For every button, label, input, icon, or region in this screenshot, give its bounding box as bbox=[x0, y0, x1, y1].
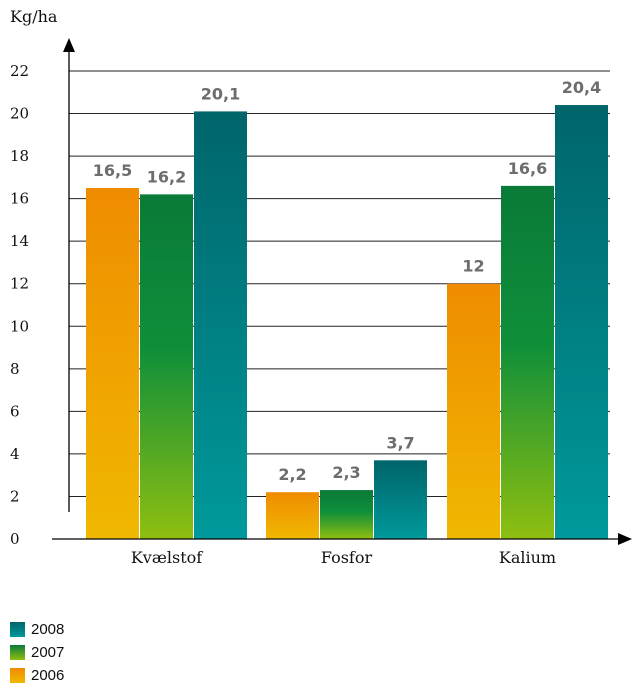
legend: 2008 2007 2006 bbox=[10, 618, 64, 687]
legend-item-2007: 2007 bbox=[10, 641, 64, 664]
legend-swatch bbox=[10, 668, 25, 683]
y-tick-label: 22 bbox=[10, 62, 29, 80]
y-tick-label: 10 bbox=[10, 317, 29, 335]
data-label: 16,5 bbox=[93, 161, 132, 180]
bar-2007-1 bbox=[320, 490, 373, 539]
y-tick-label: 14 bbox=[10, 232, 29, 250]
y-tick-label: 8 bbox=[10, 360, 20, 378]
bar-2007-0 bbox=[140, 194, 193, 539]
legend-swatch bbox=[10, 622, 25, 637]
bar-2008-1 bbox=[374, 460, 427, 539]
legend-swatch bbox=[10, 645, 25, 660]
legend-item-2008: 2008 bbox=[10, 618, 64, 641]
y-tick-label: 0 bbox=[10, 530, 20, 548]
legend-item-2006: 2006 bbox=[10, 664, 64, 687]
data-label: 16,2 bbox=[147, 167, 186, 186]
bar-2006-2 bbox=[447, 283, 500, 539]
x-axis-arrow-icon bbox=[618, 533, 632, 545]
y-tick-label: 4 bbox=[10, 445, 20, 463]
data-label: 2,3 bbox=[332, 463, 360, 482]
data-label: 20,4 bbox=[562, 78, 601, 97]
data-label: 12 bbox=[462, 257, 484, 276]
y-tick-label: 20 bbox=[10, 105, 29, 123]
bar-2006-1 bbox=[266, 492, 319, 539]
data-label: 2,2 bbox=[278, 465, 306, 484]
y-tick-label: 12 bbox=[10, 275, 29, 293]
bar-2006-0 bbox=[86, 188, 139, 539]
legend-label: 2006 bbox=[31, 667, 65, 684]
x-tick-label: Fosfor bbox=[321, 548, 373, 567]
bar-2008-2 bbox=[555, 105, 608, 539]
y-axis-arrow-icon bbox=[63, 38, 75, 52]
data-label: 3,7 bbox=[386, 433, 414, 452]
y-tick-label: 6 bbox=[10, 402, 20, 420]
y-tick-label: 16 bbox=[10, 190, 29, 208]
y-axis-label: Kg/ha bbox=[10, 7, 58, 26]
data-label: 16,6 bbox=[508, 159, 547, 178]
legend-label: 2008 bbox=[31, 621, 65, 638]
y-tick-label: 18 bbox=[10, 147, 29, 165]
x-tick-label: Kvælstof bbox=[131, 548, 203, 567]
bar-chart: 0 2 4 6 8 10 12 14 16 18 20 22 Kg/ha 16,5 16,2 20,1 Kv… bbox=[10, 7, 632, 567]
bar-2008-0 bbox=[194, 111, 247, 539]
x-tick-label: Kalium bbox=[499, 548, 556, 567]
legend-label: 2007 bbox=[31, 644, 65, 661]
y-tick-label: 2 bbox=[10, 487, 20, 505]
data-label: 20,1 bbox=[201, 84, 240, 103]
bar-2007-2 bbox=[501, 185, 554, 539]
